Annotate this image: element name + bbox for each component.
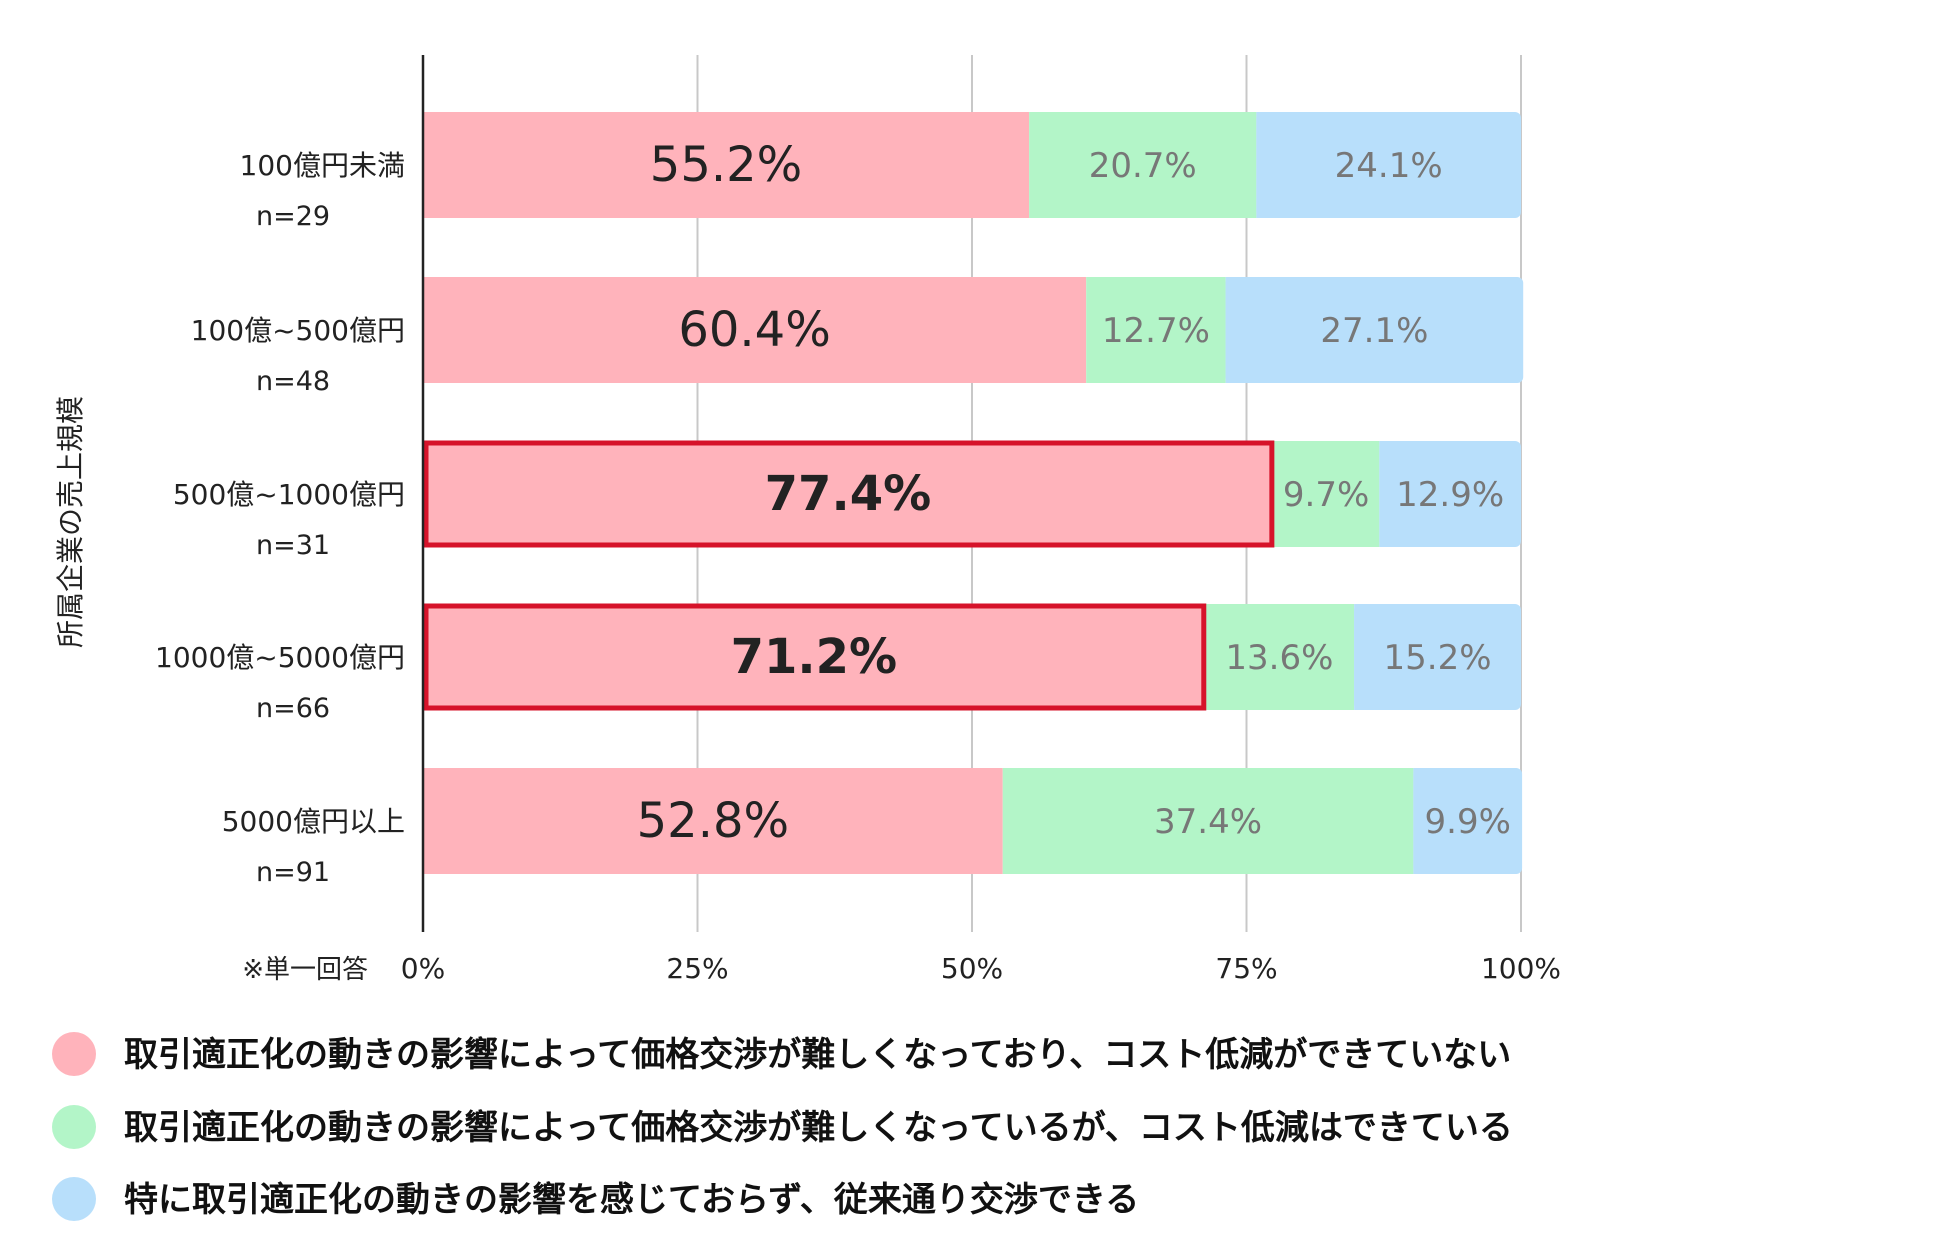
bar-segment-3-3: [1379, 441, 1521, 547]
value-label-2-1: 60.4%: [678, 302, 830, 358]
bar-segment-1-3: [1256, 112, 1521, 218]
legend-label-3: 特に取引適正化の動きの影響を感じておらず、従来通り交渉できる: [124, 1180, 1139, 1220]
y-axis-title: 所属企業の売上規模: [54, 396, 87, 648]
category-n-label: n=66: [256, 693, 330, 724]
legend-swatch-1: [52, 1032, 96, 1076]
bar-segment-2-2: [1086, 277, 1226, 383]
bar-segment-4-2: [1204, 604, 1355, 710]
bar-segment-2-1: [423, 277, 1087, 383]
highlight-border-3: [423, 440, 1275, 548]
value-label-2-2: 12.7%: [1102, 311, 1210, 351]
value-label-4-3: 15.2%: [1384, 638, 1492, 678]
category-label: 100億円未満: [240, 149, 405, 182]
legend-label-2: 取引適正化の動きの影響によって価格交渉が難しくなっているが、コスト低減はできてい…: [124, 1108, 1513, 1148]
bar-segment-1-1: [423, 112, 1030, 218]
x-tick-label: 100%: [1481, 952, 1561, 985]
category-labels: 100億円未満 n=29 100億~500億円 n=48 500億~1000億円 n=31…: [155, 149, 405, 888]
legend-label-1: 取引適正化の動きの影響によって価格交渉が難しくなっており、コスト低減ができていな…: [124, 1035, 1511, 1075]
category-label: 100億~500億円: [191, 314, 405, 347]
legend-swatch-3: [52, 1177, 96, 1221]
value-label-3-3: 12.9%: [1396, 475, 1504, 515]
note-text: ※単一回答: [242, 955, 368, 985]
bar-segment-3-1: [423, 441, 1273, 547]
x-tick-label: 25%: [666, 952, 728, 985]
bar-segment-edge-1: [1256, 112, 1267, 218]
legend-swatch-2: [52, 1105, 96, 1149]
value-label-4-1: 71.2%: [731, 629, 898, 685]
category-label: 500億~1000億円: [173, 478, 405, 511]
bar-segment-4-1: [423, 604, 1205, 710]
bar-segment-3-2: [1272, 441, 1380, 547]
value-label-1-3: 24.1%: [1335, 146, 1443, 186]
x-tick-label: 75%: [1215, 952, 1277, 985]
value-label-1-2: 20.7%: [1089, 146, 1197, 186]
bars: 55.2% 20.7% 24.1% 60.4% 12.7% 27.1% 77.4% 9.7% 1…: [423, 112, 1524, 874]
category-n-label: n=31: [256, 530, 330, 561]
bar-segment-edge-2: [1225, 277, 1236, 383]
bar-segment-edge-3: [1379, 441, 1390, 547]
bar-segment-5-2: [1002, 768, 1414, 874]
category-label: 5000億円以上: [222, 805, 405, 838]
x-tick-labels: 0% 25% 50% 75% 100%: [401, 952, 1561, 985]
value-label-2-3: 27.1%: [1320, 311, 1428, 351]
legend: 取引適正化の動きの影響によって価格交渉が難しくなっており、コスト低減ができていな…: [52, 1032, 1513, 1221]
bar-segment-edge-5: [1413, 768, 1424, 874]
highlight-border-4: [423, 603, 1207, 711]
value-label-1-1: 55.2%: [650, 137, 802, 193]
bar-segment-5-3: [1413, 768, 1523, 874]
bar-segment-5-1: [423, 768, 1003, 874]
bar-segment-edge-4: [1354, 604, 1365, 710]
value-label-4-2: 13.6%: [1225, 638, 1333, 678]
category-n-label: n=29: [256, 201, 330, 232]
category-n-label: n=91: [256, 857, 330, 888]
value-label-5-1: 52.8%: [637, 793, 789, 849]
value-label-3-2: 9.7%: [1283, 475, 1369, 515]
value-label-5-2: 37.4%: [1154, 802, 1262, 842]
x-tick-label: 0%: [401, 952, 445, 985]
category-n-label: n=48: [256, 366, 330, 397]
category-label: 1000億~5000億円: [155, 641, 405, 674]
x-tick-label: 50%: [941, 952, 1003, 985]
bar-segment-4-3: [1354, 604, 1521, 710]
value-label-5-3: 9.9%: [1425, 802, 1511, 842]
value-label-3-1: 77.4%: [765, 466, 932, 522]
bar-segment-1-2: [1029, 112, 1257, 218]
bar-segment-2-3: [1225, 277, 1524, 383]
